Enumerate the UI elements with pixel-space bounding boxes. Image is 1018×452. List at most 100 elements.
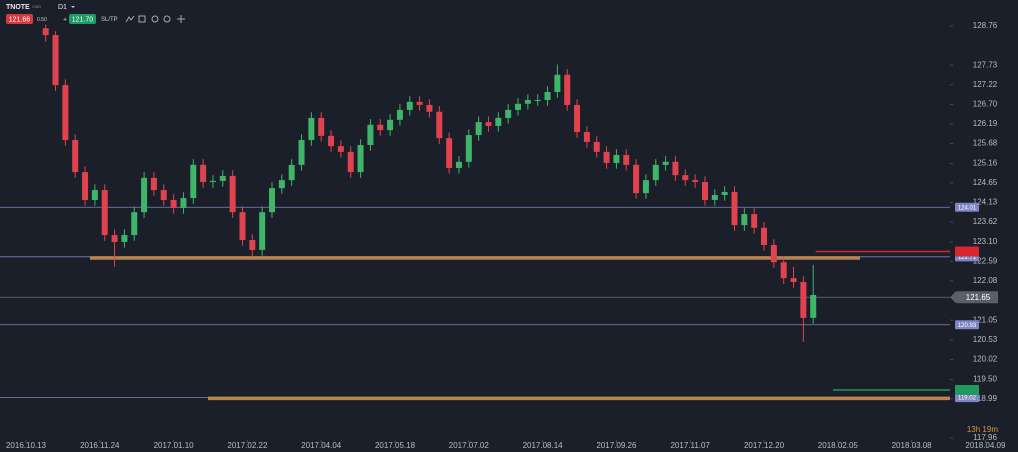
candle-body <box>751 214 758 228</box>
y-tick-label: 119.50 <box>973 374 997 383</box>
countdown: 13h 19m <box>967 425 998 434</box>
candle-body <box>544 91 551 100</box>
sltp-button[interactable]: SL/TP <box>101 17 118 23</box>
candle-body <box>613 154 620 163</box>
spread: 0.50 <box>37 17 47 23</box>
timeframe[interactable]: D1 <box>58 4 67 11</box>
y-tick-label: 123.62 <box>973 217 998 226</box>
candle-body <box>170 199 177 208</box>
candle-body <box>259 212 266 250</box>
y-tick-label: 125.16 <box>973 158 998 167</box>
candle-body <box>52 35 59 86</box>
candle-body <box>72 140 79 173</box>
x-tick-label: 2017.12.20 <box>744 441 785 450</box>
candle-body <box>121 235 128 242</box>
x-tick-label: 2017.05.18 <box>375 441 416 450</box>
y-tick-label: 127.73 <box>973 60 998 69</box>
grid-icon[interactable] <box>138 15 146 23</box>
candle-body <box>269 188 276 213</box>
candle-body <box>741 214 748 226</box>
y-tick-label: 126.70 <box>973 100 998 109</box>
candle-body <box>633 164 640 194</box>
candle-body <box>583 132 590 142</box>
price-line-label-box <box>955 320 979 330</box>
candle-body <box>426 104 433 112</box>
price-line-label: 122.71 <box>958 255 977 261</box>
candle-body <box>91 190 98 200</box>
candle-body <box>770 244 777 263</box>
candle-body <box>534 99 541 101</box>
candle-body <box>662 161 669 165</box>
candle-body <box>485 122 492 126</box>
ask-button[interactable] <box>69 14 96 24</box>
zoom-in-icon[interactable] <box>151 15 159 23</box>
y-tick-label: 127.22 <box>973 80 998 89</box>
candle-body <box>298 140 305 165</box>
candle-body <box>623 154 630 165</box>
candle-body <box>347 151 354 173</box>
x-tick-label: 2017.07.02 <box>449 441 490 450</box>
y-tick-label: 125.68 <box>973 139 998 148</box>
y-tick-label: 120.02 <box>973 355 998 364</box>
candle-body <box>160 190 167 200</box>
candle-body <box>475 122 482 136</box>
candle-body <box>465 135 472 162</box>
candle-body <box>711 195 718 200</box>
plot-area: 128.76 127.73 127.22 126.70 126.19 125.68 125.… <box>0 21 1006 450</box>
candle-body <box>387 119 394 131</box>
candle-body <box>495 117 502 126</box>
candle-body <box>554 74 561 92</box>
price-line-label-box <box>955 202 979 212</box>
candle-body <box>180 198 187 208</box>
candle-body <box>564 74 571 105</box>
candle-body <box>652 164 659 181</box>
candle-body <box>278 180 285 189</box>
dropdown-icon[interactable] <box>71 6 75 8</box>
candle-body <box>318 117 325 136</box>
crosshair-icon[interactable] <box>177 15 185 23</box>
market: CMD <box>32 4 41 9</box>
candle-body <box>790 278 797 283</box>
candle-body <box>288 164 295 181</box>
zoom-out-icon[interactable] <box>163 15 171 23</box>
candle-body <box>505 109 512 118</box>
candle-body <box>101 190 108 236</box>
candle-body <box>721 191 728 196</box>
take-profit-box <box>955 385 979 396</box>
current-price-box <box>950 291 998 304</box>
price-line-label: 119.02 <box>958 396 977 402</box>
candle-body <box>603 151 610 163</box>
x-tick-label: 2017.09.26 <box>596 441 637 450</box>
y-tick-label: 118.99 <box>973 394 997 403</box>
candle-body <box>328 135 335 147</box>
candle-body <box>515 103 522 110</box>
y-tick-label: 124.65 <box>973 178 998 187</box>
candle-body <box>209 180 216 183</box>
candle-body <box>377 124 384 131</box>
price-line-label: 124.01 <box>958 205 977 211</box>
candle-body <box>455 161 462 168</box>
candle-body <box>800 282 807 318</box>
candle-body <box>436 111 443 139</box>
candle-body <box>337 146 344 152</box>
candle-body <box>131 212 138 236</box>
bid-button[interactable] <box>6 14 33 24</box>
x-tick-label: 2017.04.04 <box>301 441 342 450</box>
y-tick-label: 128.76 <box>973 21 998 30</box>
candle-body <box>150 177 157 191</box>
indicator-icon[interactable] <box>125 15 135 23</box>
candle-body <box>239 212 246 241</box>
current-price-label: 121.65 <box>966 293 991 302</box>
y-tick-label: 123.10 <box>973 237 998 246</box>
candle-body <box>62 85 69 141</box>
x-tick-label: 2016.11.24 <box>80 441 120 450</box>
x-tick-label: 2017.11.07 <box>670 441 710 450</box>
candle-body <box>141 177 148 213</box>
y-tick-label: 120.53 <box>973 335 998 344</box>
candle-body <box>357 145 364 173</box>
candle-body <box>642 180 649 194</box>
y-tick-label: 122.08 <box>973 276 998 285</box>
